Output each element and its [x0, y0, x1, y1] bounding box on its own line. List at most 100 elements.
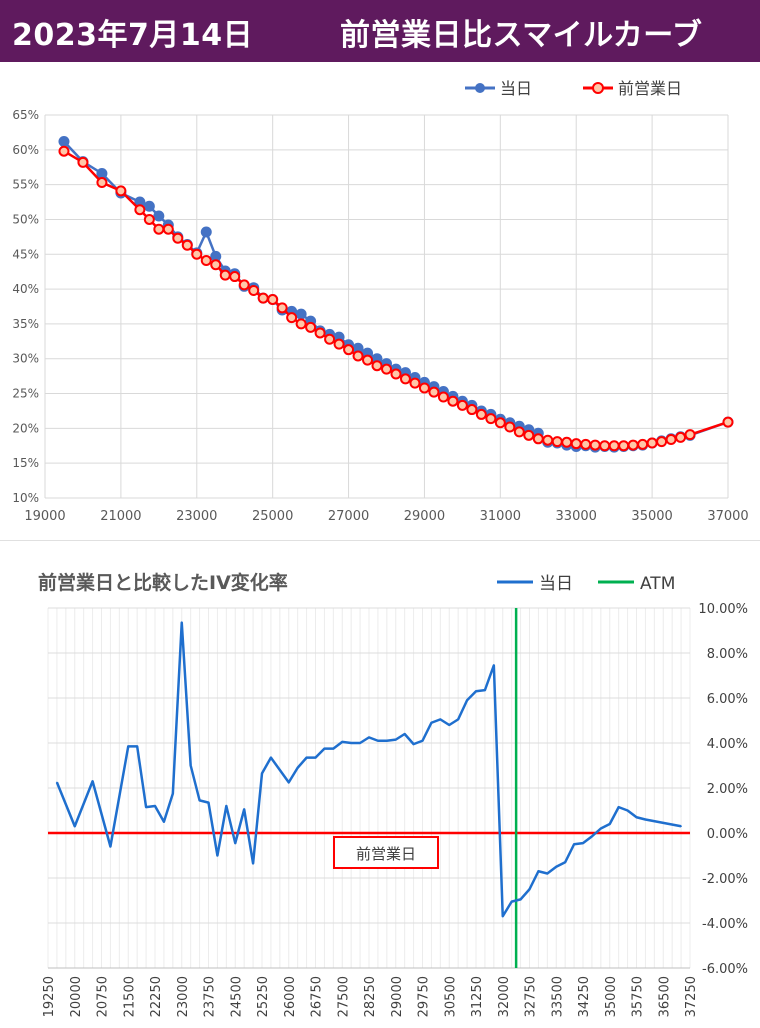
x-tick-label: 23750	[203, 976, 218, 1017]
series-today-point	[466, 699, 468, 702]
x-tick-label: 26750	[310, 976, 325, 1017]
series-prev-point	[570, 438, 582, 450]
page-title: 前営業日比スマイルカーブ	[340, 18, 703, 53]
y-tick-label: 15%	[12, 456, 39, 470]
series-prev-point	[257, 292, 269, 304]
series-today-point	[457, 718, 459, 721]
series-prev-point	[399, 373, 411, 385]
series-prev-point	[665, 434, 677, 446]
series-today-point	[591, 835, 593, 838]
series-prev-point	[219, 269, 231, 281]
series-prev-point	[238, 279, 250, 291]
smile-curve-chart: 19000 21000 23000 25000 27000 29000 31000 33000…	[0, 62, 760, 541]
series-today-point	[270, 756, 272, 759]
y-tick-label: 55%	[12, 178, 39, 192]
series-today-point	[296, 766, 299, 769]
series-prev-point	[551, 436, 563, 448]
series-today-point	[323, 747, 326, 750]
series-today-point	[200, 226, 212, 238]
series-prev-point	[390, 368, 402, 380]
y-tick-label: -2.00%	[702, 872, 748, 887]
series-prev-point	[295, 318, 307, 330]
series-today-point	[359, 742, 361, 744]
series-prev-point	[599, 440, 611, 452]
x-tick-label: 19000	[24, 509, 65, 524]
x-tick-label: 24500	[229, 976, 244, 1017]
series-prev-point	[362, 354, 374, 366]
series-prev-point	[447, 395, 459, 407]
series-today-point	[153, 210, 165, 222]
series-today-point	[350, 742, 352, 744]
series-today-point	[154, 805, 156, 807]
series-prev-point	[191, 248, 203, 260]
series-today-point	[261, 772, 263, 775]
series-today-point	[314, 756, 317, 759]
header-bar: 2023年7月14日 前営業日比スマイルカーブ	[0, 0, 760, 62]
series-today-point	[210, 250, 222, 262]
series-prev-line	[63, 150, 729, 448]
series-today-point	[501, 915, 504, 918]
series-prev-point	[181, 239, 193, 251]
series-prev-point	[466, 404, 478, 416]
series-prev-point	[333, 338, 345, 350]
x-tick-label: 25000	[252, 509, 293, 524]
x-tick-label: 37000	[707, 509, 748, 524]
series-prev-point	[143, 213, 155, 225]
series-today-point	[180, 621, 183, 624]
series-today-point	[484, 689, 486, 691]
x-tick-label: 35000	[604, 976, 619, 1017]
series-prev-point	[722, 416, 734, 428]
series-today-point	[73, 825, 76, 828]
x-tick-label: 33500	[550, 976, 565, 1017]
series-today-point	[58, 135, 70, 147]
series-today-point	[368, 736, 370, 739]
iv-change-svg: 前営業日と比較したIV変化率 当日 ATM -6.00% -4.00% -2.00% 0.0…	[38, 571, 748, 1017]
series-prev-point	[428, 386, 440, 398]
y-tick-label: -4.00%	[702, 917, 748, 932]
x-tick-label: 33000	[556, 509, 597, 524]
series-today-point	[475, 690, 477, 693]
y-tick-label: -6.00%	[702, 962, 748, 977]
smile-curve-svg: 19000 21000 23000 25000 27000 29000 31000 33000…	[12, 79, 748, 524]
x-tick-label: 26000	[283, 976, 298, 1017]
series-today-point	[109, 845, 112, 848]
series-today-point	[96, 167, 108, 179]
series-prev-point	[418, 382, 430, 394]
series-prev-point	[494, 417, 506, 429]
series-prev-point	[96, 177, 108, 189]
x-tick-label: 31250	[470, 976, 485, 1017]
y-tick-label: 25%	[12, 387, 39, 401]
x-tick-label: 29000	[404, 509, 445, 524]
chart-title: 前営業日と比較したIV変化率	[38, 571, 288, 594]
legend-prev-label: 前営業日	[618, 79, 682, 98]
legend-prev-marker	[592, 82, 604, 94]
series-prev-point	[504, 421, 516, 433]
series-prev-point	[343, 344, 355, 356]
x-tick-label: 21000	[100, 509, 141, 524]
series-prev-point	[656, 436, 668, 448]
series-today-point	[252, 862, 254, 865]
x-tick-label: 32000	[497, 976, 512, 1017]
series-prev-point	[456, 399, 468, 411]
series-today-point	[546, 872, 549, 875]
series-today-point	[421, 739, 424, 742]
x-tick-label: 25250	[256, 976, 271, 1017]
y-tick-label: 35%	[12, 317, 39, 331]
series-today-point	[136, 745, 138, 748]
series-today-point	[225, 805, 228, 807]
series-prev-point	[267, 294, 279, 306]
series-today-point	[56, 781, 58, 784]
series-prev-point	[409, 377, 421, 389]
y-tick-label: 65%	[12, 108, 39, 122]
series-prev-point	[381, 363, 392, 375]
series-today-point	[234, 842, 237, 844]
x-tick-label: 20750	[96, 976, 111, 1017]
series-today-point	[519, 898, 522, 901]
series-today-point	[528, 888, 531, 891]
series-today-line	[63, 140, 729, 449]
x-tick-label: 31000	[480, 509, 521, 524]
series-today-point	[143, 200, 155, 212]
series-today-point	[430, 721, 433, 724]
series-today-point	[341, 741, 344, 743]
y-tick-label: 30%	[12, 352, 39, 366]
